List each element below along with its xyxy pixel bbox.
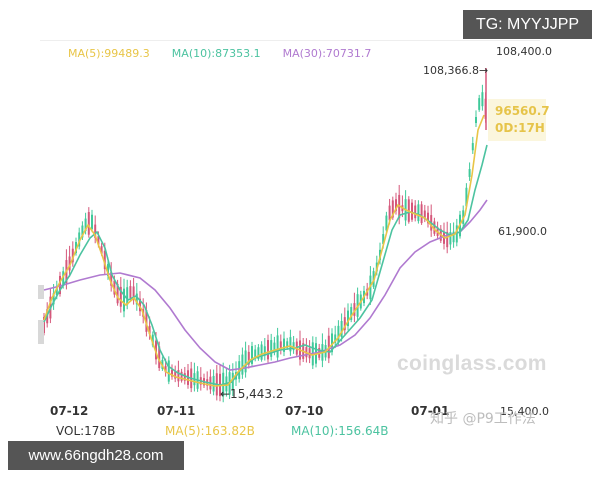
low-annotation: ←15,443.2 (220, 387, 284, 401)
candle-countdown: 0D:17H (495, 121, 545, 135)
high-annotation: 108,366.8→ (423, 64, 489, 77)
ma5-line (43, 114, 485, 387)
top-divider (40, 40, 540, 41)
coinglass-watermark: coinglass.com (397, 352, 547, 375)
x-label-0712: 07-12 (50, 404, 89, 418)
x-label-0710: 07-10 (285, 404, 324, 418)
vol-label: VOL:178B (56, 424, 116, 438)
current-price-tag: 96560.7 0D:17H (488, 99, 550, 141)
ma-legend: MA(5):99489.3 MA(10):87353.1 MA(30):7073… (68, 47, 371, 60)
vol-ma10-label: MA(10):156.64B (291, 424, 389, 438)
telegram-badge: TG: MYYJJPP (463, 10, 592, 39)
current-price: 96560.7 (495, 104, 550, 118)
legend-ma30: MA(30):70731.7 (282, 47, 372, 60)
y-label-top: 108,400.0 (496, 45, 552, 58)
legend-ma10: MA(10):87353.1 (171, 47, 261, 60)
x-label-0701: 07-01 (411, 404, 450, 418)
ma30-line (43, 199, 488, 371)
y-label-bottom: 15,400.0 (500, 405, 549, 418)
x-label-0711: 07-11 (157, 404, 196, 418)
vol-ma5-label: MA(5):163.82B (165, 424, 255, 438)
zhihu-watermark: 知乎 @P9工作法 (430, 411, 536, 427)
y-label-mid: 61,900.0 (498, 225, 547, 238)
legend-ma5: MA(5):99489.3 (68, 47, 150, 60)
website-badge: www.66ngdh28.com (8, 441, 184, 470)
